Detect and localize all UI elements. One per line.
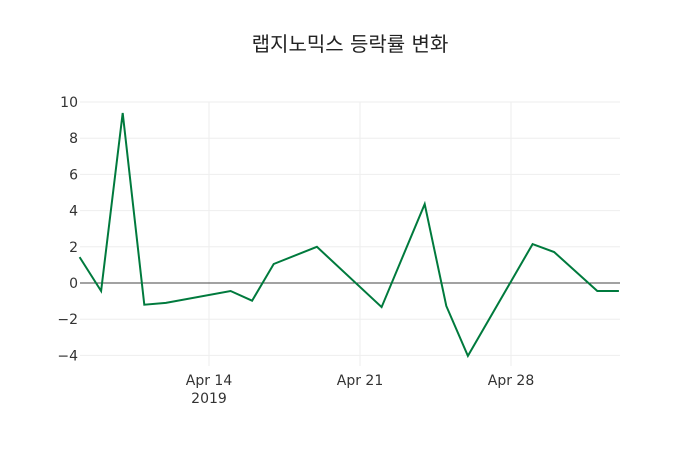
y-tick-label: 8 [69, 131, 78, 147]
y-tick-label: 0 [69, 276, 78, 292]
series-line [78, 112, 619, 359]
y-tick-label: 2 [69, 240, 78, 256]
x-tick-label: Apr 14 [186, 373, 233, 389]
y-tick-label: −2 [57, 312, 78, 328]
y-tick-label: 6 [69, 167, 78, 183]
chart-title: 랩지노믹스 등락률 변화 [251, 32, 449, 56]
x-tick-label: Apr 21 [337, 373, 383, 389]
y-tick-label: −4 [57, 348, 78, 364]
y-tick-label: 4 [69, 204, 78, 220]
grid-lines [80, 101, 620, 366]
y-axis: −4 −2 0 2 4 6 8 10 [57, 95, 78, 364]
x-tick-year-label: 2019 [191, 391, 227, 407]
x-axis: Apr 14 2019 Apr 21 Apr 28 [186, 373, 534, 407]
x-tick-label: Apr 28 [488, 373, 534, 389]
y-tick-label: 10 [60, 95, 78, 111]
